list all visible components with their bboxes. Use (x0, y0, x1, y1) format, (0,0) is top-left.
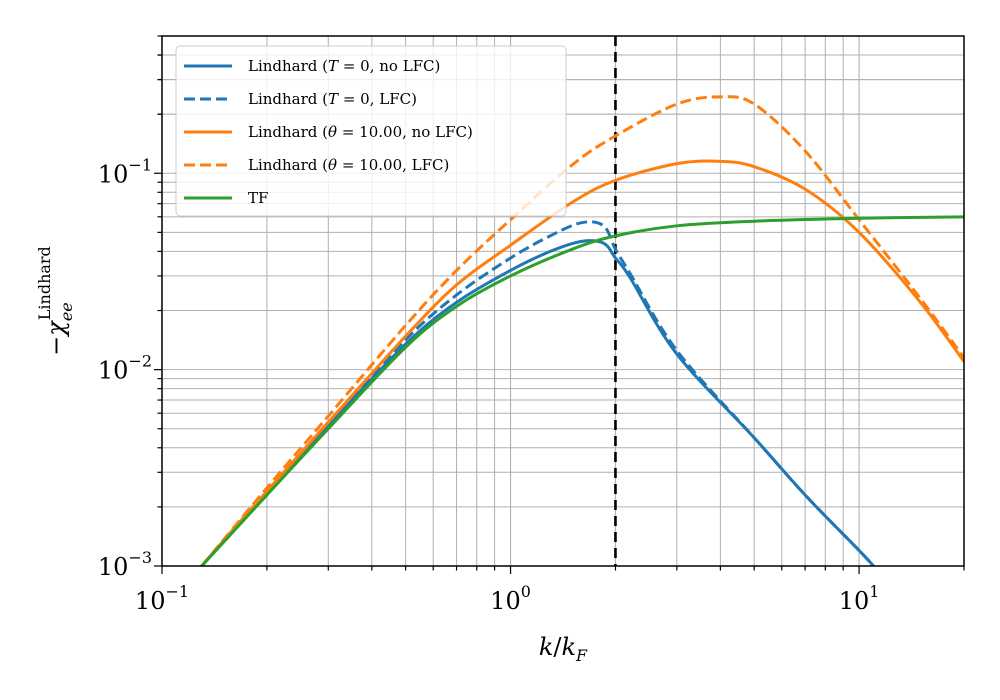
series-line-3 (200, 95, 964, 566)
svg-text:−χeeLindhard: −χeeLindhard (35, 246, 76, 356)
legend-box (175, 45, 567, 217)
series-line-0 (200, 239, 876, 566)
y-tick-label: 10−2 (98, 352, 152, 385)
tick-marks (154, 35, 965, 574)
x-tick-label: 10−1 (135, 582, 189, 615)
legend-label-0: Lindhard (T = 0, no LFC) (248, 57, 440, 75)
axes-frame (161, 35, 965, 567)
x-tick-label: 100 (490, 582, 531, 615)
tick-labels: 10−1 100 101 10−3 10−2 10−1 (98, 155, 880, 615)
legend: Lindhard (T = 0, no LFC) Lindhard (T = 0,… (175, 45, 567, 217)
legend-label-4: TF (248, 189, 268, 207)
legend-label-2: Lindhard (θ = 10.00, no LFC) (248, 123, 473, 141)
x-tick-label: 101 (839, 582, 880, 615)
y-axis-label: −χeeLindhard (35, 246, 76, 356)
x-axis-label: k/kF (539, 633, 588, 665)
series-line-1 (200, 220, 875, 566)
series-layer (200, 95, 964, 566)
y-tick-label: 10−1 (98, 155, 152, 188)
legend-label-3: Lindhard (θ = 10.00, LFC) (248, 156, 449, 174)
legend-label-1: Lindhard (T = 0, LFC) (248, 90, 417, 108)
y-tick-label: 10−3 (98, 548, 152, 581)
series-line-4 (200, 215, 964, 566)
series-line-2 (200, 159, 964, 566)
